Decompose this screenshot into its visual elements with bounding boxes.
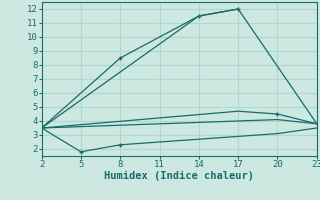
X-axis label: Humidex (Indice chaleur): Humidex (Indice chaleur)	[104, 171, 254, 181]
